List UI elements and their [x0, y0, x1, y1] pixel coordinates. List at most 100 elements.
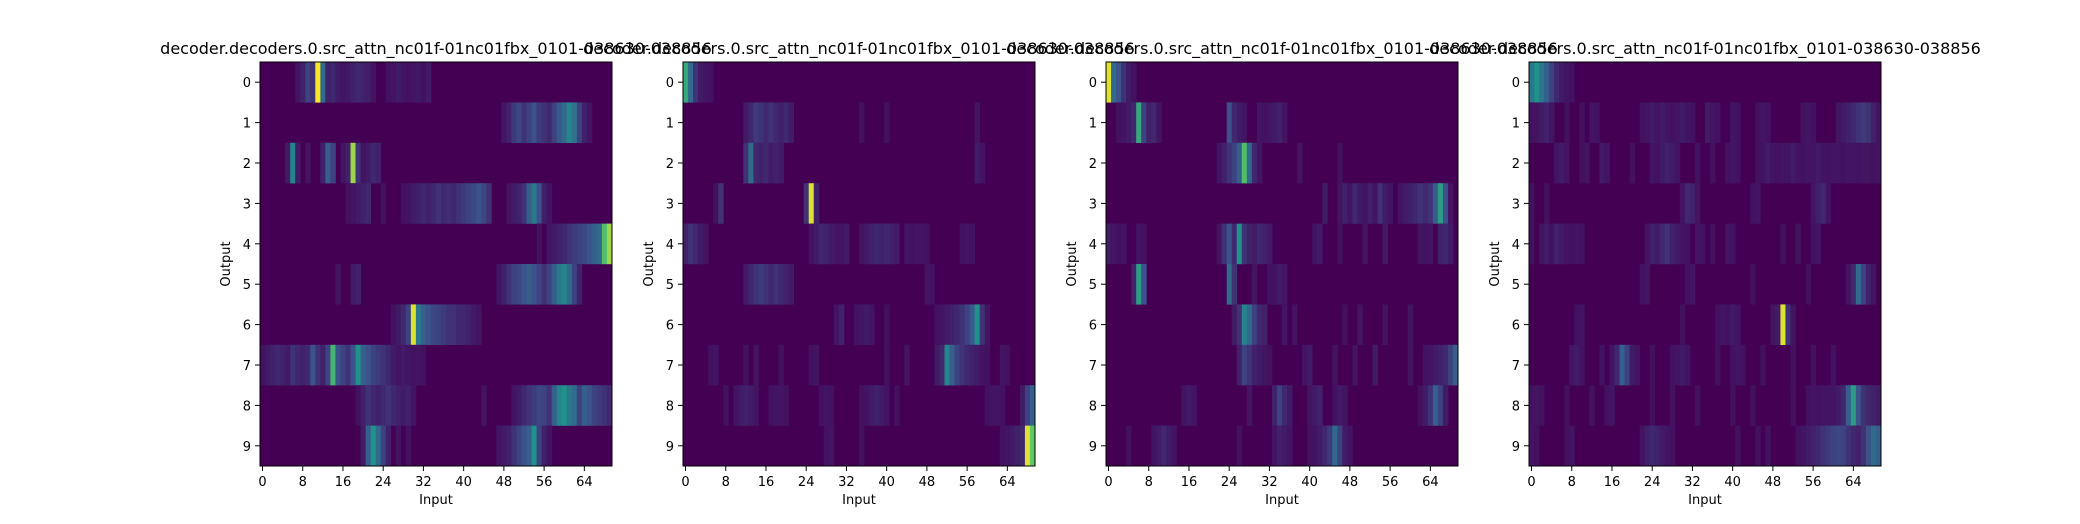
heatmap-cell: [1251, 223, 1258, 265]
heatmap-cell: [1730, 142, 1736, 184]
heatmap-cell: [1609, 344, 1615, 386]
heatmap-cell: [390, 304, 397, 345]
heatmap-cell: [959, 304, 965, 345]
heatmap-cell: [743, 142, 749, 184]
heatmap-cell: [1534, 425, 1540, 467]
heatmap-cell: [768, 102, 774, 143]
heatmap-cell: [1131, 264, 1137, 305]
heatmap-cell: [390, 62, 397, 103]
heatmap-cell: [1126, 425, 1132, 467]
heatmap-cell: [939, 344, 945, 386]
heatmap-cell: [1362, 223, 1368, 265]
heatmap-cell: [1815, 183, 1822, 224]
heatmap-cell: [526, 264, 532, 305]
heatmap-cell: [1529, 102, 1535, 143]
heatmap-cell: [1694, 385, 1701, 426]
heatmap-cell: [1820, 183, 1827, 224]
heatmap-cell: [1790, 304, 1796, 345]
heatmap-cell: [1840, 102, 1847, 143]
heatmap-cell: [1111, 223, 1117, 265]
heatmap-cell: [939, 304, 945, 345]
heatmap-cell: [1141, 223, 1147, 265]
heatmap-cell: [295, 62, 301, 103]
heatmap-cell: [1715, 344, 1721, 386]
heatmap-cell: [1347, 425, 1353, 467]
heatmap-cell: [783, 102, 789, 143]
heatmap-cell: [1357, 304, 1363, 345]
heatmap-cell: [1256, 223, 1263, 265]
heatmap-cell: [1579, 102, 1585, 143]
heatmap-cell: [954, 344, 960, 386]
heatmap-cell: [365, 142, 372, 184]
heatmap-cell: [904, 344, 910, 386]
heatmap-cell: [1649, 344, 1656, 386]
heatmap-cell: [1246, 304, 1253, 345]
heatmap-cell: [1216, 223, 1223, 265]
heatmap-cell: [1870, 102, 1877, 143]
heatmap-cell: [1417, 385, 1424, 426]
heatmap-cell: [506, 102, 512, 143]
heatmap-cell: [1437, 223, 1444, 265]
heatmap-cell: [300, 344, 306, 386]
heatmap-cell: [1865, 102, 1872, 143]
heatmap-cell: [723, 385, 729, 426]
heatmap-cell: [748, 385, 754, 426]
heatmap-cell: [683, 223, 689, 265]
heatmap-cell: [365, 385, 372, 426]
heatmap-cell: [753, 142, 759, 184]
heatmap-cell: [763, 142, 769, 184]
y-tick-label: 8: [243, 399, 251, 414]
heatmap-cell: [1664, 223, 1671, 265]
heatmap-cell: [1342, 385, 1348, 426]
heatmap-cell: [1287, 425, 1293, 467]
heatmap-cell: [929, 264, 935, 305]
heatmap-cell: [370, 62, 377, 103]
heatmap-cell: [1529, 223, 1535, 265]
heatmap-cell: [984, 304, 991, 345]
heatmap-cell: [405, 304, 412, 345]
heatmap-cell: [1231, 304, 1238, 345]
heatmap-cell: [1805, 102, 1811, 143]
heatmap-cell: [350, 344, 356, 386]
y-tick-label: 2: [243, 157, 251, 172]
x-tick-label: 32: [415, 475, 432, 490]
heatmap-cell: [305, 62, 311, 103]
heatmap-cell: [1317, 425, 1323, 467]
heatmap-cell: [1256, 304, 1263, 345]
heatmap-cell: [456, 183, 462, 224]
heatmap-cell: [526, 183, 532, 224]
heatmap-cell: [1539, 385, 1545, 426]
heatmap-cell: [415, 344, 422, 386]
heatmap-cell: [1337, 223, 1343, 265]
heatmap-cell: [1765, 142, 1771, 184]
heatmap-cell: [1659, 102, 1666, 143]
heatmap-cell: [1669, 385, 1676, 426]
heatmap-cell: [395, 62, 402, 103]
heatmap-cell: [859, 304, 865, 345]
heatmap-cell: [1377, 183, 1383, 224]
heatmap-cell: [1437, 344, 1444, 386]
heatmap-cell: [1860, 385, 1867, 426]
heatmap-cell: [521, 264, 527, 305]
heatmap-cell: [1372, 344, 1378, 386]
heatmap-cell: [1810, 344, 1817, 386]
heatmap-cell: [1629, 344, 1635, 386]
heatmap-cell: [1830, 142, 1837, 184]
heatmap-cell: [415, 304, 422, 345]
heatmap-cell: [561, 102, 568, 143]
heatmap-cell: [1875, 425, 1882, 467]
heatmap-cell: [1226, 264, 1233, 305]
heatmap-cell: [370, 425, 377, 467]
heatmap-cell: [1810, 142, 1817, 184]
heatmap-cell: [1725, 142, 1731, 184]
heatmap-cell: [783, 264, 789, 305]
x-tick-label: 24: [375, 475, 392, 490]
heatmap-cell: [1121, 102, 1127, 143]
heatmap-cell: [511, 102, 517, 143]
heatmap-cell: [1121, 223, 1127, 265]
heatmap-cell: [1870, 425, 1877, 467]
heatmap-cell: [1584, 142, 1590, 184]
heatmap-cell: [1669, 142, 1676, 184]
heatmap-cell: [1649, 385, 1656, 426]
